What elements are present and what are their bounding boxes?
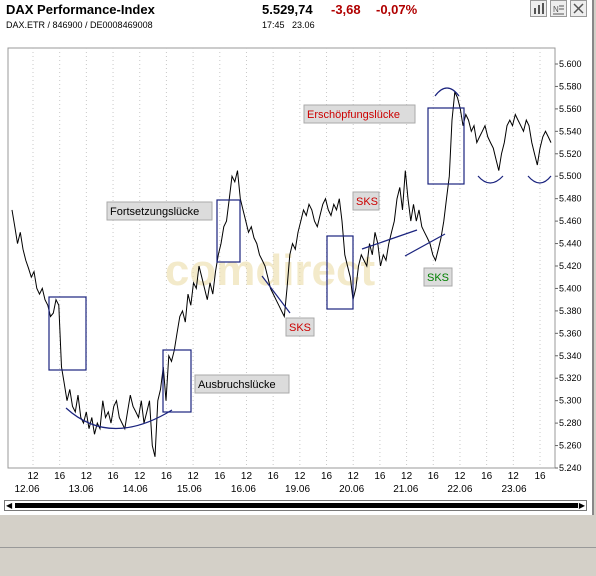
x-hour-tick-label: 12 [134, 471, 146, 482]
label-box-continuation [106, 201, 213, 221]
x-hour-tick-label: 12 [508, 471, 520, 482]
label-sks-2: SKS [289, 322, 311, 334]
label-sks-1: SKS [356, 196, 378, 208]
trend-line-1 [261, 275, 291, 314]
y-tick-label: 5.320 [559, 373, 582, 383]
x-hour-tick-label: 12 [27, 471, 39, 482]
y-tick-label: 5.580 [559, 81, 582, 91]
x-date-tick-label: 22.06 [447, 484, 472, 495]
label-box-breakout [194, 374, 290, 394]
x-date-tick-label: 13.06 [69, 484, 94, 495]
label-box-sks-2 [285, 317, 315, 337]
instrument-title: DAX Performance-Index [6, 2, 155, 17]
y-tick-label: 5.280 [559, 418, 582, 428]
x-hour-tick-label: 16 [481, 471, 493, 482]
bar-chart-icon[interactable] [530, 0, 547, 17]
x-axis: 12 16 12 16 12 16 12 16 12 16 12 16 12 16 12 16 12 16 12 16… [14, 471, 546, 495]
x-date-tick-label: 15.06 [177, 484, 202, 495]
x-hour-tick-label: 12 [241, 471, 253, 482]
quote-date: 23.06 [292, 20, 315, 30]
gap-box-13-06 [48, 296, 87, 371]
close-icon[interactable] [570, 0, 587, 17]
plot-border [7, 47, 556, 469]
price-change-percent: -0,07% [376, 2, 418, 17]
price-series-line [11, 90, 552, 457]
x-hour-tick-label: 16 [161, 471, 173, 482]
x-date-tick-label: 23.06 [501, 484, 526, 495]
y-tick-label: 5.440 [559, 239, 582, 249]
y-tick-label: 5.240 [559, 463, 582, 473]
chart-window: DAX Performance-Index DAX.ETR / 846900 /… [0, 0, 594, 515]
y-tick-label: 5.380 [559, 306, 582, 316]
y-tick-label: 5.460 [559, 216, 582, 226]
right-arc-2 [527, 175, 552, 184]
y-tick-label: 5.400 [559, 283, 582, 293]
price-chart: comdirect 5.6005.5805.5605.5405.5205.500… [7, 47, 582, 495]
x-hour-tick-label: 16 [374, 471, 386, 482]
chart-grid [7, 47, 556, 469]
instrument-identifiers: DAX.ETR / 846900 / DE0008469008 [6, 20, 153, 30]
gap-box-continuation [216, 199, 241, 263]
label-box-sks-1 [352, 191, 380, 211]
x-hour-tick-label: 12 [454, 471, 466, 482]
gap-box-breakout [162, 349, 192, 413]
x-hour-tick-label: 12 [81, 471, 93, 482]
x-hour-tick-label: 16 [534, 471, 546, 482]
y-tick-label: 5.500 [559, 171, 582, 181]
x-date-tick-label: 14.06 [123, 484, 148, 495]
y-tick-label: 5.540 [559, 126, 582, 136]
x-hour-tick-label: 12 [188, 471, 200, 482]
y-tick-label: 5.480 [559, 194, 582, 204]
y-tick-label: 5.520 [559, 149, 582, 159]
y-tick-label: 5.300 [559, 396, 582, 406]
y-tick-label: 5.260 [559, 441, 582, 451]
y-tick-label: 5.600 [559, 59, 582, 69]
label-box-sks-3 [423, 267, 453, 287]
scroll-left-icon[interactable]: ◀ [6, 501, 13, 510]
x-hour-tick-label: 12 [294, 471, 306, 482]
y-tick-label: 5.560 [559, 104, 582, 114]
gap-box-20-06 [326, 235, 354, 310]
sks-neckline-1 [361, 229, 418, 250]
svg-text:N: N [553, 5, 559, 14]
quote-time-clock: 17:45 [262, 20, 285, 30]
quote-time: 17:45 23.06 [262, 20, 315, 30]
x-hour-tick-label: 16 [107, 471, 119, 482]
right-arc-1 [477, 175, 504, 184]
label-sks-3: SKS [427, 272, 449, 284]
label-breakout-gap: Ausbruchslücke [198, 379, 276, 391]
status-bar [0, 547, 596, 576]
x-hour-tick-label: 16 [54, 471, 66, 482]
y-axis: 5.600 5.580 5.560 5.540 5.520 5.500 5.480 5.460… [555, 59, 582, 473]
news-icon[interactable]: N [550, 0, 567, 17]
x-date-tick-label: 20.06 [339, 484, 364, 495]
y-tick-label: 5.340 [559, 351, 582, 361]
x-date-tick-label: 12.06 [14, 484, 39, 495]
scroll-right-icon[interactable]: ▶ [578, 501, 585, 510]
last-price: 5.529,74 [262, 2, 313, 17]
x-date-tick-label: 19.06 [285, 484, 310, 495]
chart-scrollbar[interactable]: ◀ ▶ [4, 500, 587, 511]
label-continuation-gap: Fortsetzungslücke [110, 206, 199, 218]
label-box-exhaustion [303, 104, 416, 124]
label-exhaustion-gap: Erschöpfungslücke [307, 109, 400, 121]
x-hour-tick-label: 16 [428, 471, 440, 482]
top-arc [434, 87, 460, 97]
y-tick-label: 5.420 [559, 261, 582, 271]
x-hour-tick-label: 16 [214, 471, 226, 482]
bottom-arc [65, 407, 173, 430]
x-hour-tick-label: 16 [268, 471, 280, 482]
x-hour-tick-label: 12 [348, 471, 360, 482]
price-change: -3,68 [331, 2, 361, 17]
x-date-tick-label: 21.06 [393, 484, 418, 495]
gap-annotations [48, 87, 552, 430]
x-date-tick-label: 16.06 [231, 484, 256, 495]
sks-neckline-2 [404, 233, 446, 257]
x-hour-tick-label: 12 [401, 471, 413, 482]
scroll-thumb[interactable] [15, 503, 578, 508]
gap-box-exhaustion [427, 107, 465, 185]
y-tick-label: 5.360 [559, 328, 582, 338]
x-hour-tick-label: 16 [321, 471, 333, 482]
